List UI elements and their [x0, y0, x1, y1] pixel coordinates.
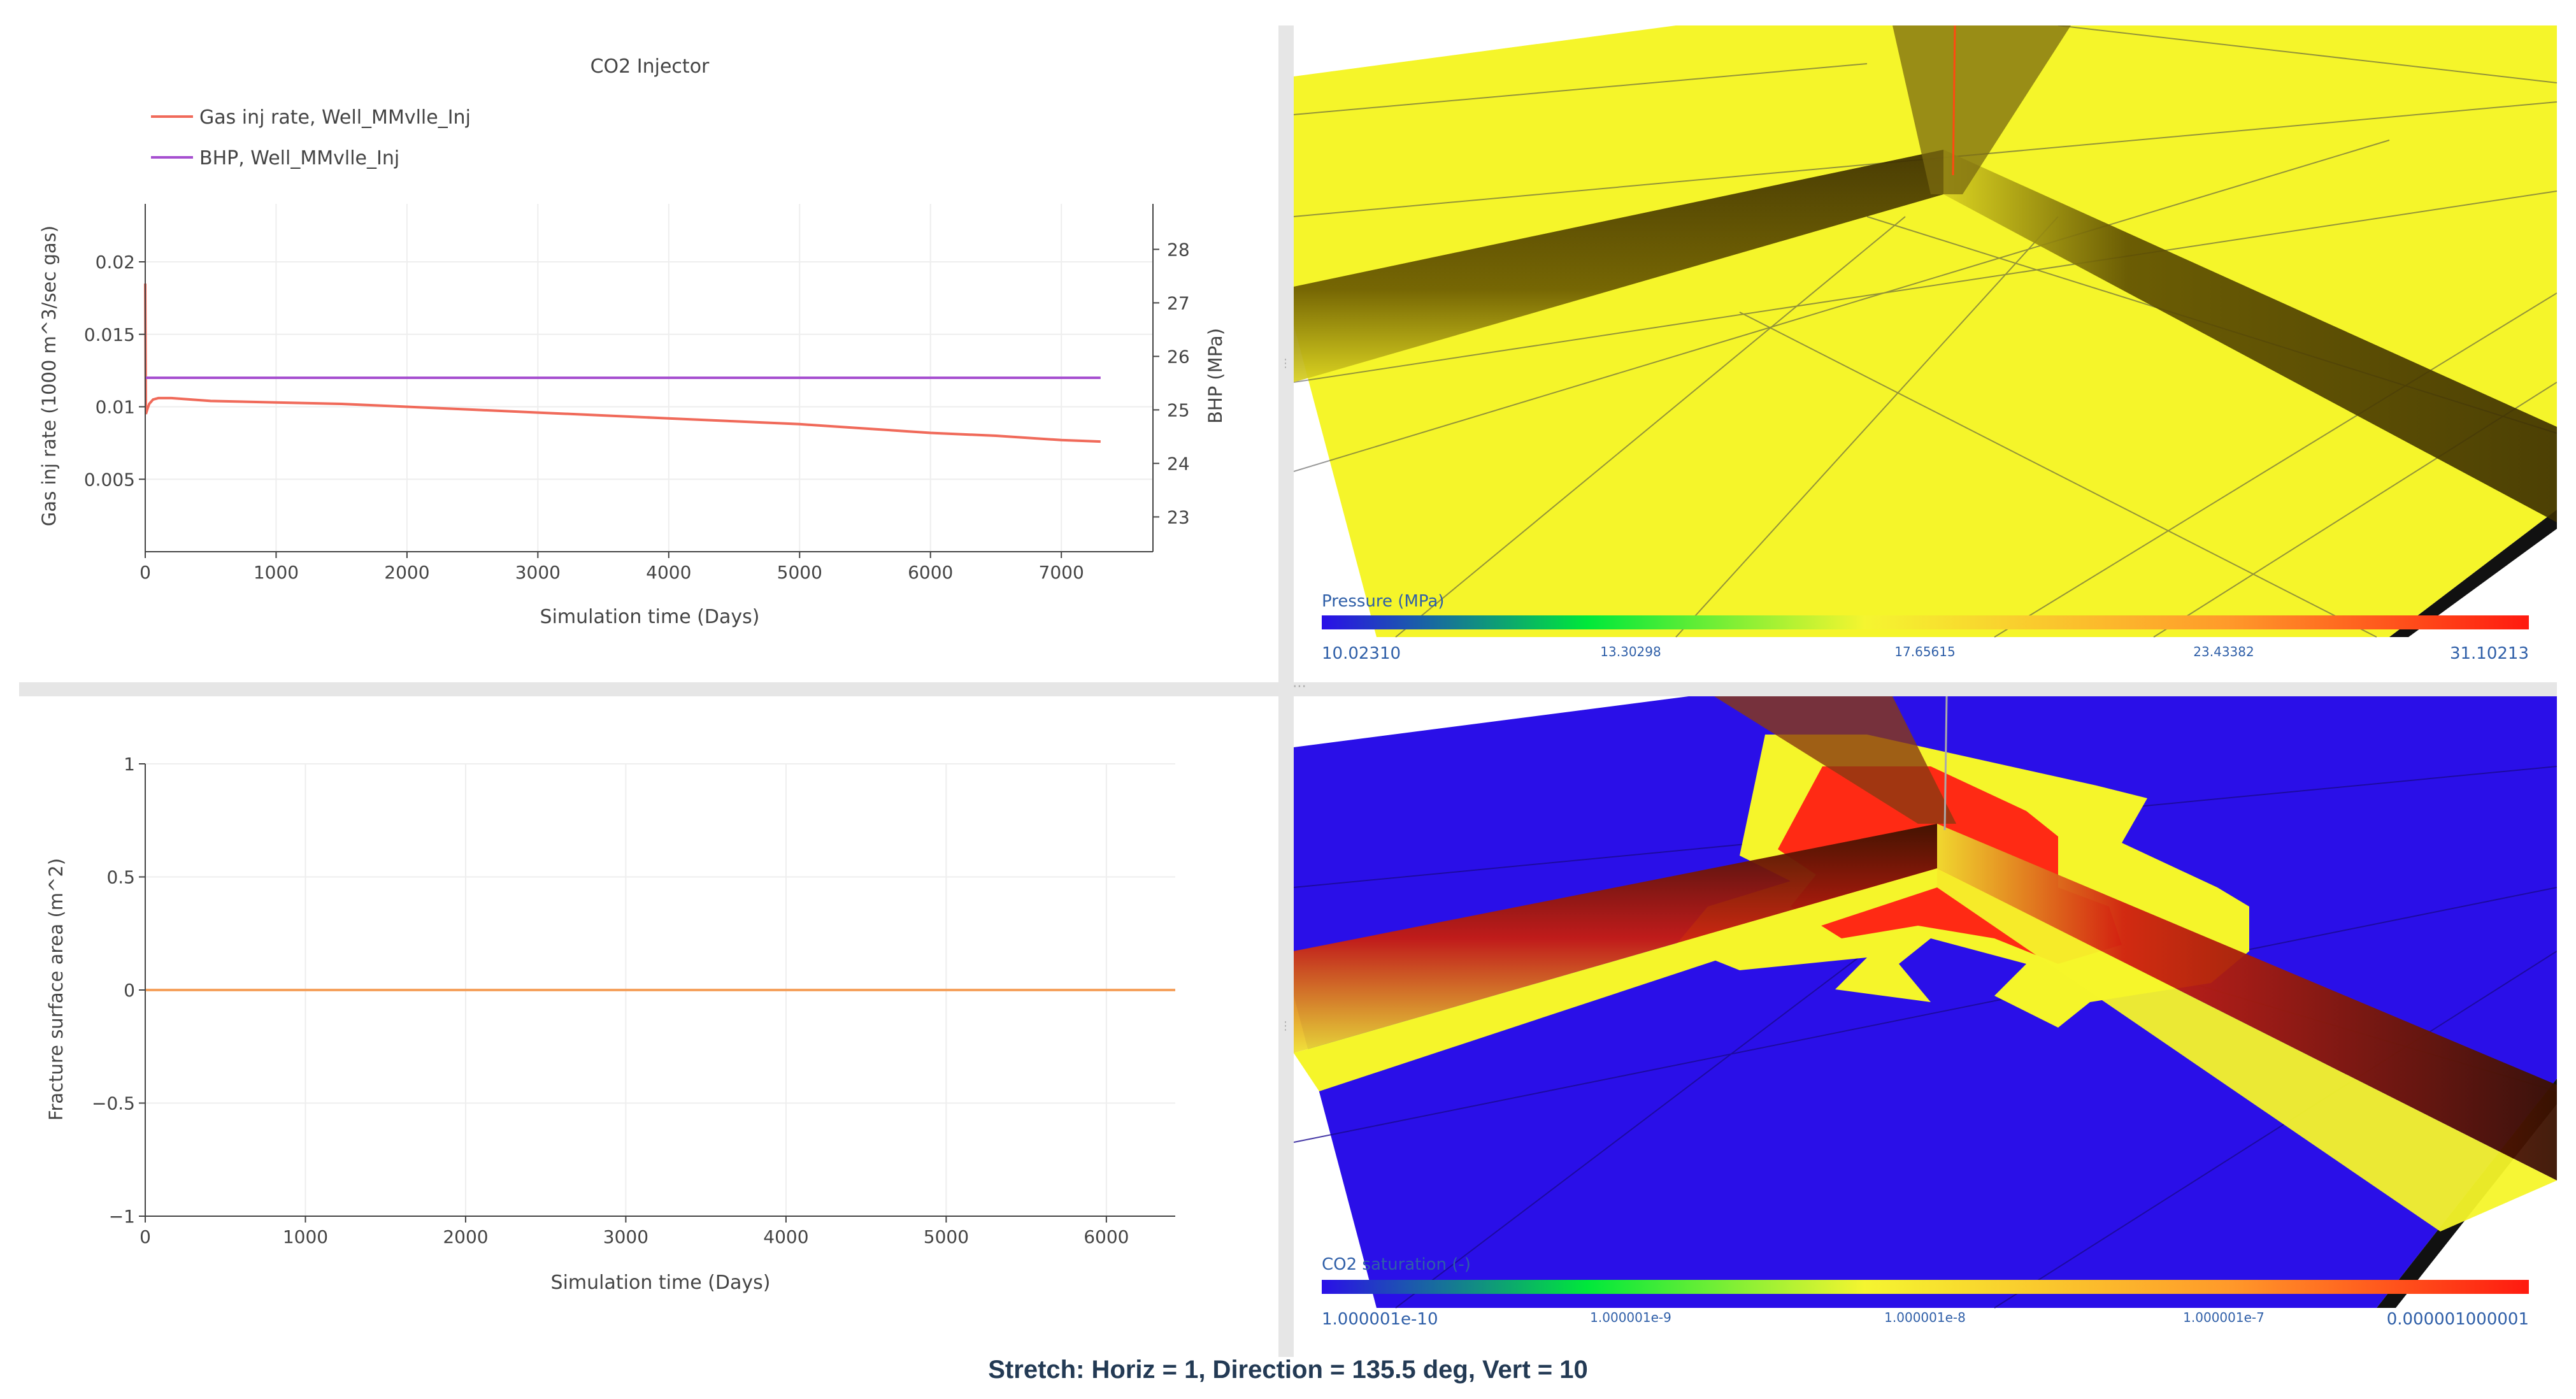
- x-tick-label: 5000: [924, 1226, 969, 1247]
- reservoir-top-surface: [1294, 25, 2557, 637]
- pressure-3d-view[interactable]: Pressure (MPa) 10.02310 13.30298 17.6561…: [1294, 25, 2557, 682]
- legend-label-gas-rate: Gas inj rate, Well_MMvlle_Inj: [199, 106, 471, 129]
- top-chart-panel: CO2 Injector Gas inj rate, Well_MMvlle_I…: [19, 25, 1277, 682]
- dense-grid-band-back: [1893, 25, 2071, 194]
- x-tick-label: 3000: [515, 562, 561, 583]
- dense-grid-band-right-sat: [1937, 824, 2557, 1180]
- saturation-3d-view[interactable]: CO2 saturation (-) 1.000001e-10 1.000001…: [1294, 696, 2557, 1352]
- vertical-splitter[interactable]: ⋮ ⋮: [1278, 25, 1294, 1357]
- legend-item-bhp[interactable]: BHP, Well_MMvlle_Inj: [151, 147, 399, 169]
- x-tick-label: 5000: [777, 562, 822, 583]
- y-tick-label: 0.015: [84, 324, 135, 345]
- colorbar-tick-sat-2: 1.000001e-8: [1884, 1310, 1966, 1325]
- legend-item-gas-rate[interactable]: Gas inj rate, Well_MMvlle_Inj: [151, 106, 471, 129]
- pressure-3d-scene[interactable]: Pressure (MPa) 10.02310 13.30298 17.6561…: [1294, 25, 2557, 682]
- bottom-chart-panel: 0 1000 2000 3000 4000 5000 6000 1 0.5 0 −0.5 −1 Sim…: [19, 696, 1277, 1352]
- drag-handle-icon-bottom[interactable]: ⋮: [1280, 1019, 1292, 1033]
- y-tick-label: 0.01: [96, 397, 135, 418]
- legend-label-bhp: BHP, Well_MMvlle_Inj: [199, 147, 399, 169]
- legend: Gas inj rate, Well_MMvlle_Inj BHP, Well_…: [151, 106, 471, 169]
- colorbar-ticks-sat: 1.000001e-10 1.000001e-9 1.000001e-8 1.0…: [1322, 1310, 2529, 1329]
- y-tick-label: 0.5: [106, 867, 135, 888]
- colorbar-tick-sat-1: 1.000001e-9: [1590, 1310, 1671, 1325]
- top-chart: CO2 Injector Gas inj rate, Well_MMvlle_I…: [38, 55, 1226, 628]
- drag-handle-icon-top[interactable]: ⋮: [1280, 357, 1292, 370]
- gas-inj-rate-line: [144, 283, 1101, 443]
- top-y-axis-title: Gas inj rate (1000 m^3/sec gas): [38, 226, 60, 526]
- x-tick-label: 7000: [1039, 562, 1084, 583]
- well-trajectory-sat: [1943, 696, 1948, 831]
- top-chart-title: CO2 Injector: [590, 55, 710, 78]
- x-tick-label: 4000: [763, 1226, 808, 1247]
- top-chart-ticks: 0 1000 2000 3000 4000 5000 6000 7000 0.005 0.01 0.…: [84, 239, 1190, 583]
- bottom-chart-ticks: 0 1000 2000 3000 4000 5000 6000 1 0.5 0 −0.5 −1: [92, 754, 1129, 1247]
- y2-tick-label: 23: [1167, 506, 1190, 527]
- colorbar-title: Pressure (MPa): [1322, 592, 1444, 611]
- colorbar-tick-sat-0: 1.000001e-10: [1322, 1310, 1438, 1329]
- colorbar-ticks: 10.02310 13.30298 17.65615 23.43382 31.1…: [1322, 644, 2529, 663]
- reservoir-top-surface-sat: [1294, 696, 2557, 1308]
- saturation-colorbar: [1322, 1280, 2529, 1294]
- colorbar-tick-4: 31.10213: [2450, 644, 2529, 663]
- yellow-strip-left: [1294, 868, 1937, 1091]
- y2-tick-label: 26: [1167, 346, 1190, 367]
- colorbar-tick-sat-4: 0.000001000001: [2387, 1310, 2529, 1329]
- y-tick-label: 0.02: [96, 252, 135, 273]
- x-tick-label: 6000: [908, 562, 953, 583]
- y2-tick-label: 24: [1167, 453, 1190, 474]
- x-tick-label: 1000: [283, 1226, 328, 1247]
- colorbar-title-sat: CO2 saturation (-): [1322, 1255, 1471, 1274]
- y2-tick-label: 28: [1167, 239, 1190, 260]
- bottom-chart: 0 1000 2000 3000 4000 5000 6000 1 0.5 0 −0.5 −1 Sim…: [45, 754, 1175, 1294]
- x-tick-label: 1000: [254, 562, 299, 583]
- reservoir-side-face: [2389, 510, 2557, 637]
- colorbar-tick-2: 17.65615: [1894, 644, 1955, 659]
- bottom-y-axis-title: Fracture surface area (m^2): [45, 858, 67, 1121]
- pressure-colorbar: [1322, 615, 2529, 629]
- saturation-3d-scene[interactable]: CO2 saturation (-) 1.000001e-10 1.000001…: [1294, 696, 2557, 1352]
- x-tick-label: 3000: [603, 1226, 648, 1247]
- top-x-axis-title: Simulation time (Days): [540, 606, 760, 628]
- bottom-x-axis-title: Simulation time (Days): [551, 1272, 771, 1294]
- x-tick-label: 0: [140, 1226, 151, 1247]
- well-trajectory: [1952, 25, 1956, 176]
- stretch-status: Stretch: Horiz = 1, Direction = 135.5 de…: [988, 1356, 1588, 1384]
- dense-grid-band-right: [1943, 150, 2557, 522]
- colorbar-tick-1: 13.30298: [1600, 644, 1661, 659]
- y-tick-label: 0.005: [84, 469, 135, 490]
- dense-grid-band-left: [1294, 150, 1943, 382]
- y-tick-label: 0: [124, 980, 135, 1001]
- colorbar-tick-sat-3: 1.000001e-7: [2183, 1310, 2265, 1325]
- dense-grid-band-left-sat: [1294, 824, 1937, 1053]
- y2-tick-label: 25: [1167, 399, 1190, 420]
- y-tick-label: −0.5: [92, 1093, 135, 1114]
- x-tick-label: 2000: [443, 1226, 488, 1247]
- y2-tick-label: 27: [1167, 292, 1190, 313]
- y-tick-label: 1: [124, 754, 135, 775]
- x-tick-label: 6000: [1084, 1226, 1129, 1247]
- colorbar-tick-3: 23.43382: [2193, 644, 2254, 659]
- dense-grid-band-back-sat: [1714, 696, 1956, 824]
- y-tick-label: −1: [109, 1206, 135, 1227]
- yellow-strip-right: [1937, 868, 2557, 1231]
- top-chart-series: [144, 283, 1101, 443]
- x-tick-label: 2000: [384, 562, 429, 583]
- x-tick-label: 4000: [646, 562, 691, 583]
- top-y2-axis-title: BHP (MPa): [1205, 328, 1226, 424]
- colorbar-tick-0: 10.02310: [1322, 644, 1401, 663]
- x-tick-label: 0: [140, 562, 151, 583]
